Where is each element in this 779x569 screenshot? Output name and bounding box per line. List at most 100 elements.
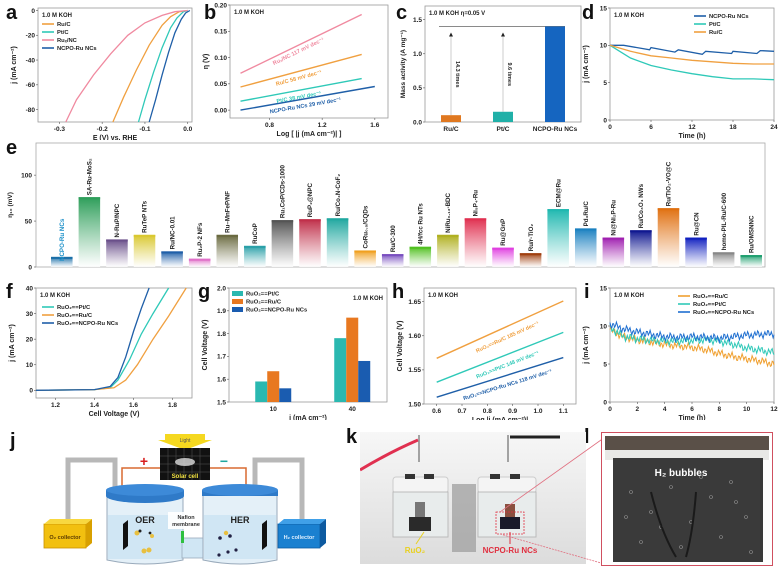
legend-label: RuO₂==Pt/C xyxy=(693,302,727,308)
bar-top-8 xyxy=(271,220,294,223)
bar-label: NiRu₀.₁₃-BDC xyxy=(445,192,452,232)
condition-annotation: 1.0 M KOH xyxy=(614,13,644,19)
series-line-1 xyxy=(609,323,775,357)
legend-label: RuO₂==NCPO-Ru NCs xyxy=(246,308,307,314)
condition-annotation: 1.0 M KOH xyxy=(614,293,644,299)
bridge-channel xyxy=(181,537,205,559)
y-tick-label: 0 xyxy=(603,399,607,406)
ruo2-electrode xyxy=(409,517,431,531)
y-tick-label: -60 xyxy=(26,82,36,89)
series-line-0 xyxy=(610,44,775,55)
y-tick-label: 40 xyxy=(26,285,34,292)
bar-6 xyxy=(216,234,239,267)
photo-k-device: RuO₂ NCPO-Ru NCs xyxy=(360,432,586,564)
legend-swatch xyxy=(232,291,243,296)
bar-14 xyxy=(437,234,459,267)
bar-label: Ru/C-300 xyxy=(390,225,397,252)
series-line-1 xyxy=(609,44,775,81)
nafion-membrane xyxy=(181,531,184,543)
legend-label: Pt/C xyxy=(709,22,721,28)
panel-label-l: l xyxy=(584,426,590,448)
y-axis-label: j (mA cm⁻²) xyxy=(9,324,16,363)
h2-collector-label: H₂ collector xyxy=(284,535,316,541)
bar-21 xyxy=(630,230,652,267)
series-line-2 xyxy=(240,77,362,102)
chart-i-cell-stability: 0 2 4 6 8 10 12 0 5 10 15 Time (h) j (mA cm⁻²) 1.0 M … xyxy=(583,285,778,420)
arrow-head-icon xyxy=(449,32,453,37)
chart-b-tafel: 0.8 1.2 1.6 0.00 0.05 0.10 0.15 0.20 Log [ |j (m… xyxy=(203,2,389,138)
panel-label-b: b xyxy=(204,2,217,24)
o2-pipe xyxy=(65,457,118,525)
x-tick-label: 10 xyxy=(743,406,751,413)
series-line-2 xyxy=(609,44,774,65)
x-tick-label: 1.2 xyxy=(318,122,327,129)
diagram-j-water-splitting-setup: Light Solar cell + − OER Nafion membrane… xyxy=(43,434,326,565)
series-line-3 xyxy=(240,85,375,111)
bar-label: Ni₅P₄-Ru xyxy=(473,190,480,217)
x-tick-label: 1.6 xyxy=(129,402,138,409)
y-axis-label: Mass activity (A mg⁻¹) xyxy=(400,30,407,98)
bar-RuO₂==NCPO-Ru NCs-40 xyxy=(358,360,371,402)
y-tick-label: 0 xyxy=(29,388,33,395)
bar-top-19 xyxy=(574,228,597,231)
bar-top-11 xyxy=(354,250,376,253)
x-tick-label: 0 xyxy=(608,406,612,413)
series-line-1 xyxy=(240,53,362,88)
y-tick-label: 0.05 xyxy=(214,81,227,88)
legend-label: RuO₂==Pt/C xyxy=(57,305,91,311)
bar-top-1 xyxy=(78,197,101,200)
bar-top-4 xyxy=(161,251,183,254)
bar-top-18 xyxy=(547,209,569,212)
chart-e-overpotential-comparison: 0 50 100 η₁₀ (mV) NCPO-Ru NCs SA-Ru-MoS₂ N-RuP… xyxy=(7,142,766,271)
y-tick-label: 0 xyxy=(31,8,35,15)
light-arrow-icon xyxy=(158,434,212,450)
y-tick-label: 1.5 xyxy=(413,17,422,24)
bar-label: Ru/OMSNNC xyxy=(748,215,755,253)
y-axis-label: η₁₀ (mV) xyxy=(7,192,14,218)
y-axis-label: j (mA cm⁻²) xyxy=(583,326,590,365)
series-line-2 xyxy=(609,320,775,345)
y-axis-label: j (mA cm⁻²) xyxy=(583,45,590,84)
x-tick-label: 2 xyxy=(636,406,640,413)
x-axis-label: j (mA cm⁻²) xyxy=(288,415,327,420)
ncpo-label: NCPO-Ru NCs xyxy=(483,546,538,555)
legend-label: Ru/C xyxy=(709,30,723,36)
bar-RuO₂==Pt/C-40 xyxy=(334,338,347,402)
y-tick-label: 1.8 xyxy=(217,331,226,338)
chart-a-lsv: -0.3 -0.2 -0.1 0.0 0 -20 -40 -60 -80 E (V) vs. RH… xyxy=(11,7,193,140)
y-tick-label: 10 xyxy=(600,323,608,330)
legend-label: RuO₂==NCPO-Ru NCs xyxy=(57,321,118,327)
bar-top-14 xyxy=(437,234,459,237)
left-jar-lid xyxy=(392,476,449,494)
bar-11 xyxy=(354,250,376,267)
bar-top-9 xyxy=(299,219,321,222)
bar-top-5 xyxy=(188,258,211,261)
bar-1 xyxy=(78,197,101,267)
y-tick-label: 5 xyxy=(603,80,607,87)
bar-label: RuTeP NTs xyxy=(142,200,149,233)
chart-h-tafel-cell: 0.6 0.7 0.8 0.9 1.0 1.1 1.50 1.55 1.60 1.65 Log |j… xyxy=(397,287,577,420)
bar-label: Ru/r-TiO₂ xyxy=(528,224,535,252)
y-tick-label: 1.6 xyxy=(217,377,226,384)
panel-label-d: d xyxy=(582,2,595,24)
bar-label: Ru₂P-2 NFs xyxy=(197,222,204,257)
ratio-annotation: 9.6 times xyxy=(506,62,512,86)
y-tick-label: 0.10 xyxy=(214,55,227,62)
panel-label-i: i xyxy=(584,281,590,303)
y-tick-label: 5 xyxy=(603,361,607,368)
plus-sign: + xyxy=(140,453,148,469)
bar-10 xyxy=(326,218,349,267)
bar-RuO₂==Pt/C-10 xyxy=(255,381,268,402)
bar-top-16 xyxy=(492,247,514,250)
bar-4 xyxy=(161,251,183,267)
x-tick-label: -0.2 xyxy=(97,126,109,133)
bar-label: Ru–MnFeP/NF xyxy=(224,191,231,233)
bar-8 xyxy=(271,220,294,267)
x-tick-label: 18 xyxy=(729,124,737,131)
legend-label: RuO₂==Pt/C xyxy=(246,292,280,298)
bar-label: Ru/Co₃O₄ NWs xyxy=(638,183,645,228)
x-tick-label: 0.7 xyxy=(457,408,466,415)
plot-frame xyxy=(609,287,775,403)
x-tick-label: 1.6 xyxy=(370,122,379,129)
bar-RuO₂==NCPO-Ru NCs-10 xyxy=(279,388,292,402)
